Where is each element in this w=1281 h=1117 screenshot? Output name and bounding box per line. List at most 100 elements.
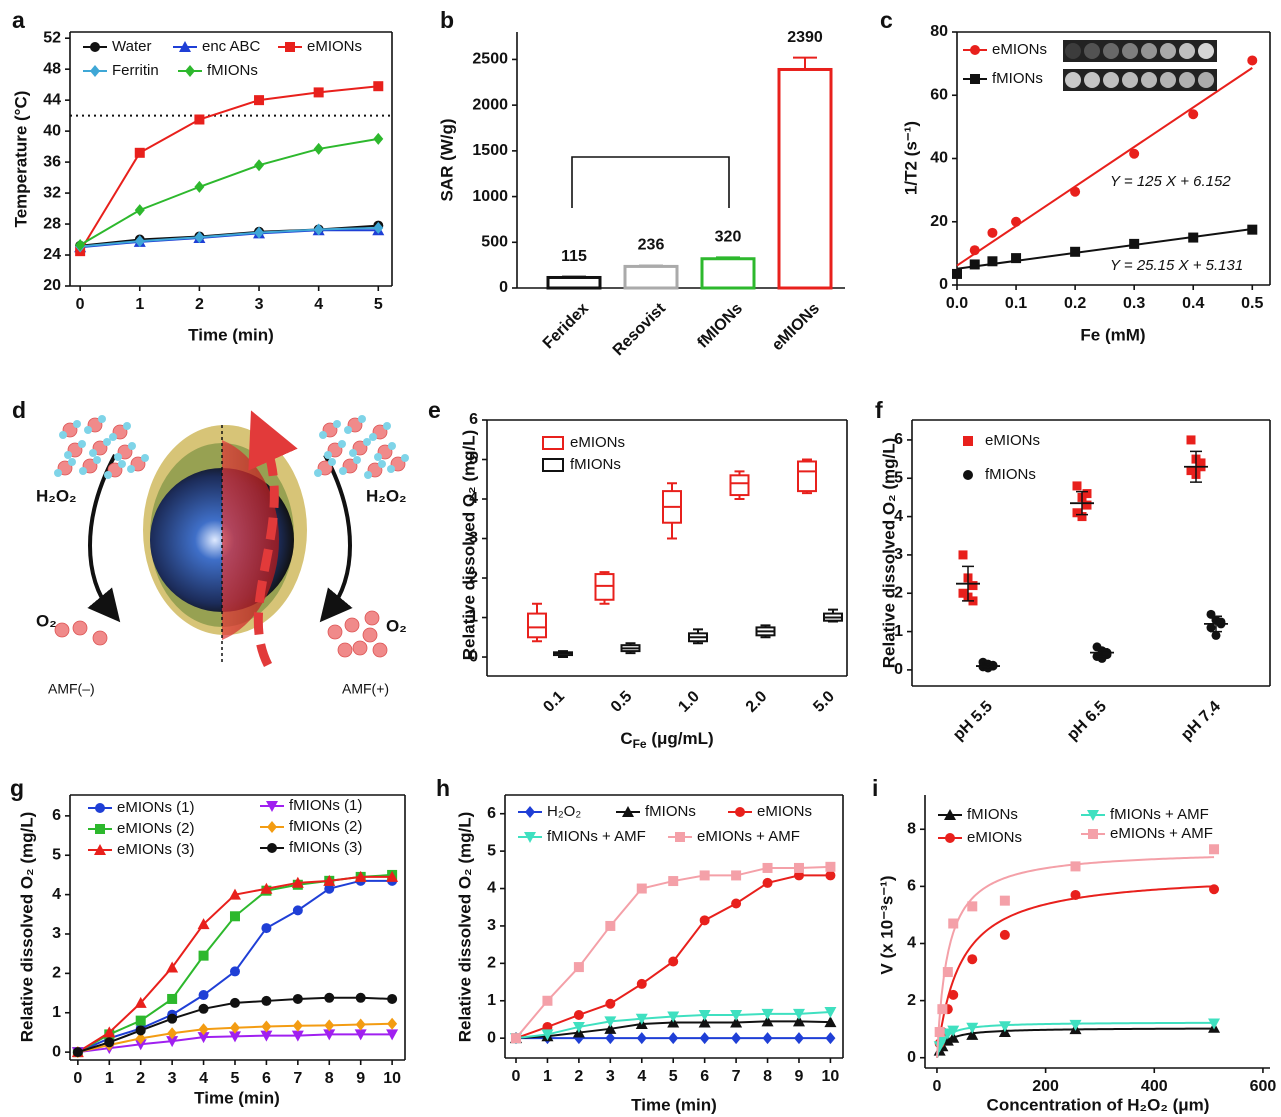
marker: [90, 65, 100, 77]
marker: [699, 915, 710, 926]
marker: [104, 1037, 115, 1048]
marker: [793, 862, 804, 873]
y-axis-title: SAR (W/g): [437, 118, 456, 201]
legend-label: fMIONs (3): [289, 839, 362, 856]
atom: [388, 442, 396, 450]
atom: [72, 620, 88, 636]
x-tick-label: 0: [512, 1068, 521, 1085]
x-tick-label: 0.3: [1123, 295, 1145, 312]
y-tick-label: 1500: [472, 142, 508, 159]
marker: [511, 1033, 522, 1044]
marker: [1209, 844, 1220, 855]
atom: [364, 471, 372, 479]
y-tick-label: 24: [43, 246, 61, 263]
y-tick-label: 20: [930, 213, 948, 230]
marker: [373, 81, 384, 92]
x-tick-label: 10: [383, 1070, 401, 1087]
marker: [1088, 829, 1098, 839]
legend-label: eMIONs (1): [117, 799, 195, 816]
marker: [134, 235, 145, 248]
x-tick-label: 2.0: [743, 688, 771, 716]
marker: [948, 918, 959, 929]
y-tick-label: 44: [43, 91, 61, 108]
marker: [134, 996, 147, 1008]
atom: [59, 431, 67, 439]
marker: [1070, 889, 1081, 900]
y-tick-label: 2: [894, 584, 903, 601]
y-tick-label: 0: [907, 1049, 916, 1066]
series-line: [80, 226, 379, 248]
x-tick-label: 1: [135, 296, 144, 313]
mri-well: [1141, 43, 1157, 59]
marker: [1072, 508, 1082, 518]
y-tick-label: 0: [499, 279, 508, 296]
whisker: [667, 522, 677, 540]
x-tick-label: 400: [1141, 1078, 1168, 1095]
x-tick-label: 2: [195, 296, 204, 313]
product-label: O₂: [386, 616, 407, 635]
marker: [622, 806, 634, 817]
marker: [313, 142, 324, 155]
marker: [731, 1032, 742, 1045]
atom: [327, 624, 343, 640]
atom: [109, 433, 117, 441]
x-tick-label: 5: [669, 1068, 678, 1085]
marker: [963, 436, 973, 446]
marker: [698, 1016, 711, 1028]
x-tick-label: 0.4: [1182, 295, 1204, 312]
marker: [573, 962, 584, 973]
error-bar: [639, 264, 663, 267]
sd-bar: [1190, 450, 1202, 483]
field-arrow: [248, 410, 298, 668]
legend-label: fMIONs (1): [289, 797, 362, 814]
y-tick-label: 2: [907, 992, 916, 1009]
marker: [948, 989, 959, 1000]
panel-label: h: [436, 775, 450, 801]
marker: [541, 1029, 554, 1041]
marker: [636, 978, 647, 989]
legend-label: H₂O₂: [547, 803, 581, 820]
marker: [573, 1009, 584, 1020]
x-tick-label: 5.0: [810, 688, 838, 716]
atom: [344, 617, 360, 633]
y-tick-label: 5: [469, 451, 478, 468]
x-axis-title-part: Fe: [633, 737, 647, 751]
marker: [229, 1021, 240, 1034]
sd-bar: [982, 663, 994, 669]
atom: [93, 456, 101, 464]
y-tick-label: 8: [907, 820, 916, 837]
x-tick-label: 4: [199, 1070, 208, 1087]
marker: [354, 870, 367, 882]
marker: [958, 550, 968, 560]
marker: [323, 874, 336, 886]
product-label: O₂: [36, 611, 57, 630]
box: [729, 474, 750, 497]
marker: [1072, 481, 1082, 491]
marker: [730, 1009, 743, 1021]
marker: [292, 993, 303, 1004]
marker: [197, 1032, 210, 1044]
y-axis-title: V (x 10⁻³s⁻¹): [877, 875, 896, 974]
atom: [324, 451, 332, 459]
legend-label: eMIONs (2): [117, 820, 195, 837]
marker: [675, 832, 685, 842]
atom: [372, 642, 388, 658]
marker: [963, 470, 973, 480]
mri-well: [1179, 72, 1195, 88]
atom: [364, 610, 380, 626]
mri-well: [1103, 72, 1119, 88]
legend-label: eMIONs: [570, 434, 625, 451]
value-label: 236: [638, 237, 665, 254]
marker: [254, 226, 265, 239]
x-tick-label: 7: [732, 1068, 741, 1085]
marker: [1188, 232, 1199, 243]
y-axis-title: Relative dissolved O₂ (mg/L): [17, 812, 36, 1043]
marker: [952, 268, 962, 279]
marker: [605, 1032, 616, 1045]
marker: [735, 807, 745, 817]
atom: [369, 433, 377, 441]
x-tick-label: 1.0: [675, 688, 703, 716]
marker: [1011, 216, 1022, 227]
atom: [64, 451, 72, 459]
equation: Y = 125 X + 6.152: [1110, 173, 1231, 190]
